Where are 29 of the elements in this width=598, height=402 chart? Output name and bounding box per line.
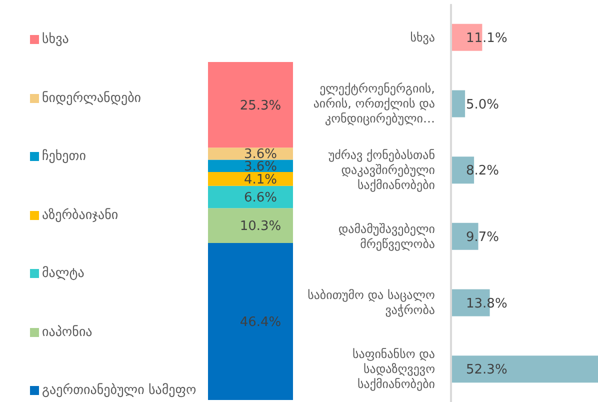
- legend-label: მალტა: [42, 265, 84, 283]
- data-label: 6.6%: [244, 190, 278, 206]
- data-label: 11.1%: [466, 30, 508, 46]
- data-label: 25.3%: [240, 98, 282, 114]
- bar: [451, 90, 466, 118]
- data-label: 10.3%: [240, 219, 282, 234]
- data-label: 4.1%: [244, 172, 278, 188]
- data-label: 52.3%: [466, 362, 508, 378]
- y-tick-label: ელექტროენერგიის, აირის, ორთქლის და კონდიცირებული…: [313, 82, 435, 126]
- legend-label: ჩეხეთი: [42, 148, 86, 166]
- y-tick-label: დამამუშავებელი მრეწველობა: [338, 222, 435, 251]
- data-label: 5.0%: [466, 97, 500, 112]
- bar: [208, 186, 293, 208]
- legend-label: სხვა: [42, 31, 69, 49]
- y-tick-label: სხვა: [410, 30, 435, 44]
- bar: [208, 62, 293, 148]
- y-tick-label: საფინანსო და სადაზღვევო საქმიანობები: [352, 347, 435, 392]
- bar: [208, 243, 293, 400]
- legend-label: ნიდერლანდები: [42, 90, 142, 108]
- bar: [208, 172, 293, 186]
- y-tick-label: უძრავ ქონებასთან დაკავშირებული საქმიანობები: [328, 148, 435, 192]
- legend-label: იაპონია: [42, 324, 92, 342]
- legend-label: გაერთიანებული სამეფო: [42, 382, 196, 400]
- bar: [208, 208, 293, 244]
- bar: [208, 148, 293, 160]
- bar: [451, 356, 598, 383]
- y-tick-label: საბითუმო და საცალო ვაჭრობა: [308, 288, 435, 318]
- data-label: 46.4%: [240, 315, 282, 330]
- legend-label: აზერბაიჯანი: [42, 206, 118, 224]
